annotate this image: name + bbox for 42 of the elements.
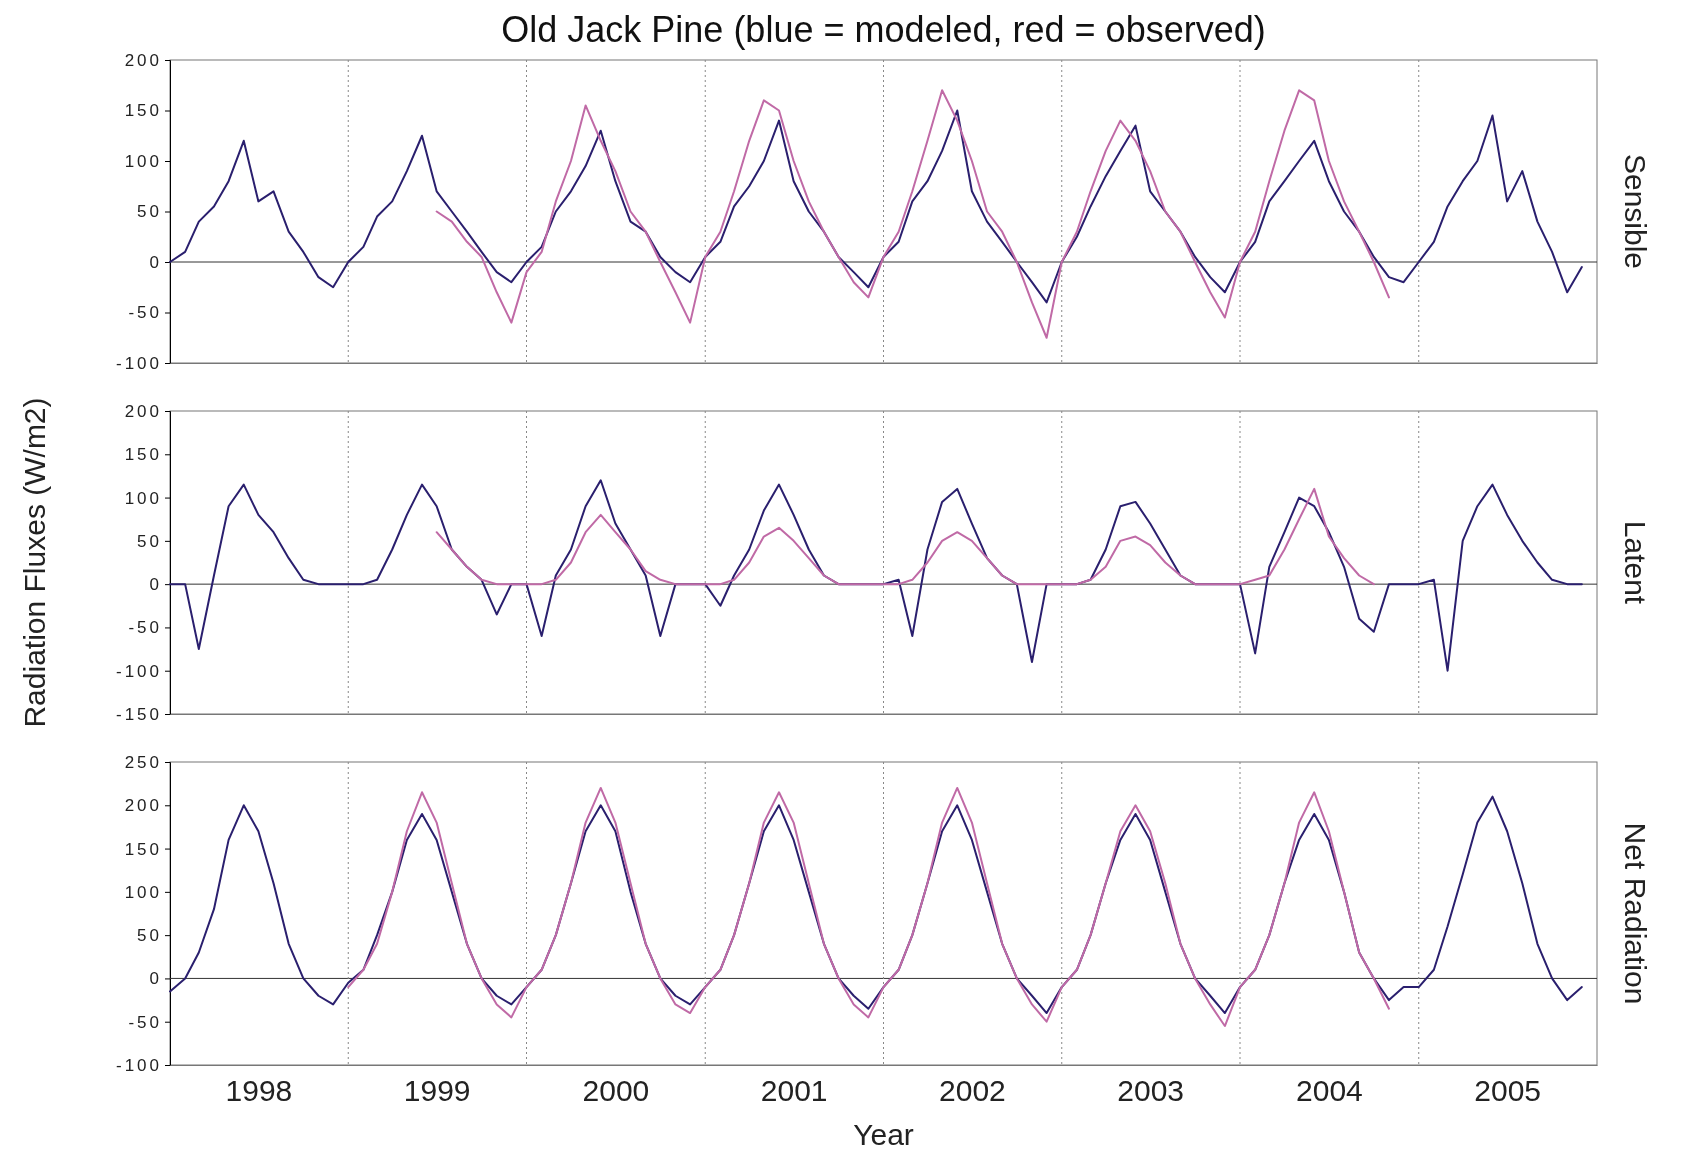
y2-axis-title: Latent <box>1619 520 1652 605</box>
x-tick-label: 2000 <box>582 1074 650 1107</box>
y2-axis-title: Sensible <box>1619 153 1652 270</box>
y-tick-label: 0 <box>149 969 162 989</box>
y-tick-label: -100 <box>115 353 162 373</box>
line-series <box>435 487 1375 586</box>
x-tick-label: 2003 <box>1117 1074 1185 1107</box>
x-tick-label: 2004 <box>1296 1074 1363 1107</box>
y-tick-label: 150 <box>124 445 162 465</box>
line-series <box>169 109 1583 304</box>
y-tick-label: 0 <box>149 252 162 272</box>
y-axis-title: Radiation Fluxes (W/m2) <box>18 397 51 728</box>
y-tick-label: -100 <box>115 661 162 681</box>
y-tick-label: 150 <box>124 839 162 859</box>
y2-axis-title: Net Radiation <box>1619 822 1652 1005</box>
line-series <box>169 479 1583 672</box>
y-tick-label: 250 <box>124 752 162 772</box>
x-tick-label: 2002 <box>939 1074 1006 1107</box>
y-tick-label: 200 <box>124 401 162 421</box>
y-tick-label: -150 <box>115 704 162 724</box>
x-tick-label: 1998 <box>225 1074 293 1107</box>
y-tick-label: 200 <box>124 50 162 70</box>
x-tick-label: 1999 <box>403 1074 471 1107</box>
y-tick-label: 50 <box>137 202 162 222</box>
line-series <box>435 89 1390 339</box>
y-tick-label: 200 <box>124 796 162 816</box>
y-tick-label: 0 <box>149 575 162 595</box>
chart-title: Old Jack Pine (blue = modeled, red = observed) <box>501 9 1266 50</box>
y-tick-label: 50 <box>137 926 162 946</box>
y-tick-label: 150 <box>124 101 162 121</box>
y-tick-label: -100 <box>115 1055 162 1075</box>
y-tick-label: 100 <box>124 151 162 171</box>
y-tick-label: 100 <box>124 488 162 508</box>
x-tick-label: 2005 <box>1474 1074 1542 1107</box>
line-series <box>347 786 1390 1028</box>
y-tick-label: 50 <box>137 531 162 551</box>
x-axis-title: Year <box>853 1118 914 1151</box>
x-tick-label: 2001 <box>760 1074 828 1107</box>
y-tick-label: -50 <box>128 618 162 638</box>
y-tick-label: -50 <box>128 1012 162 1032</box>
y-tick-label: 100 <box>124 882 162 902</box>
y-tick-label: -50 <box>128 303 162 323</box>
